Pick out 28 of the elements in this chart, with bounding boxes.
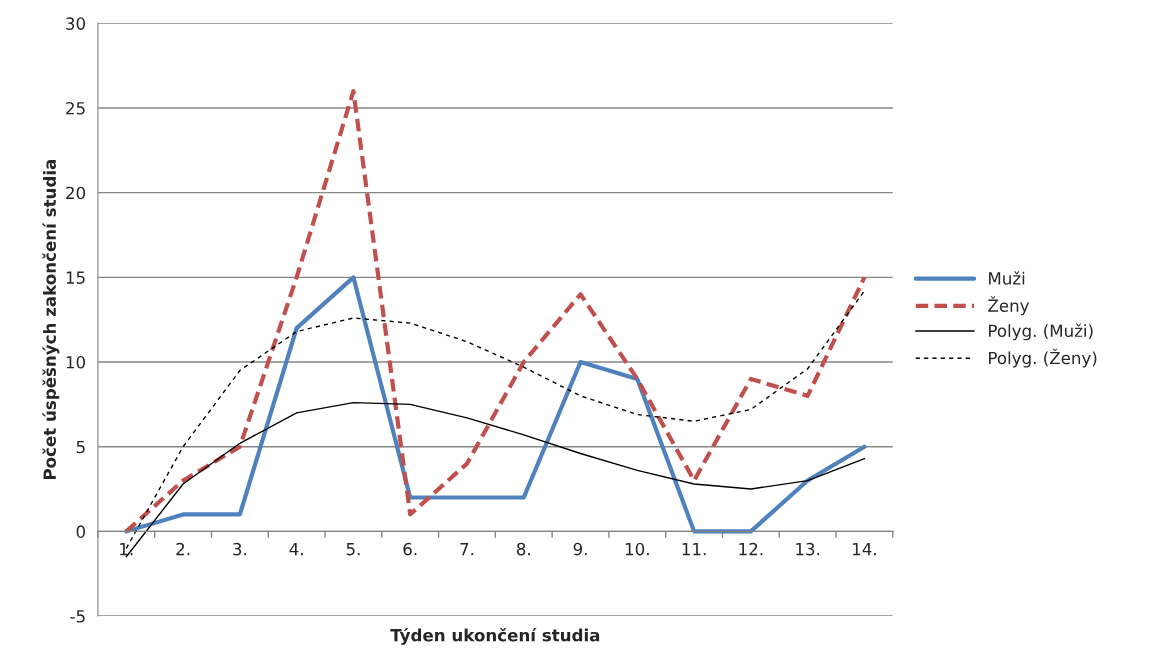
legend-label: Polyg. (Ženy) — [989, 348, 1097, 368]
legend-label: Muži — [989, 271, 1025, 285]
x-tick-label: 7. — [460, 543, 474, 556]
x-tick-label: 2. — [176, 542, 190, 556]
x-tick-label: 10. — [625, 542, 649, 556]
x-tick-label: 13. — [796, 542, 820, 556]
y-tick-label: 30 — [66, 17, 86, 30]
x-tick-label: 5. — [346, 543, 360, 556]
x-tick-label: 8. — [516, 542, 530, 556]
y-tick-label: 0 — [76, 525, 86, 538]
x-axis-title: Týden ukončení studia — [390, 627, 600, 645]
x-tick-label: 9. — [573, 542, 587, 556]
legend-label: Polyg. (Muži) — [989, 323, 1093, 341]
y-tick-label: 10 — [66, 355, 86, 369]
x-tick-label: 12. — [739, 542, 763, 556]
x-tick-label: 3. — [233, 542, 247, 556]
y-tick-label: 5 — [76, 440, 85, 454]
line-series — [124, 88, 867, 534]
x-tick-label: 11. — [682, 543, 706, 556]
legend-label: Ženy — [988, 296, 1030, 316]
x-tick-label: 4. — [289, 543, 303, 556]
y-tick-label: 25 — [66, 101, 85, 115]
x-tick-label: 6. — [403, 542, 417, 556]
x-tick-label: 14. — [852, 543, 876, 556]
y-tick-label: 20 — [66, 186, 86, 200]
y-axis-title: Počet úspěšných zakončení studia — [42, 160, 60, 480]
y-tick-label: 15 — [66, 271, 85, 284]
y-tick-label: -5 — [70, 610, 85, 623]
